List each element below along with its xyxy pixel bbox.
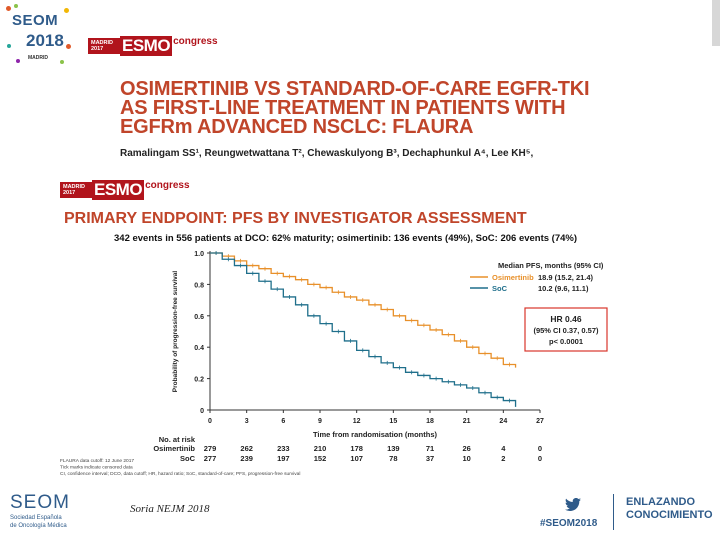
x-tick-label: 6: [281, 418, 285, 425]
risk-cell: 71: [426, 444, 434, 453]
risk-cell: 139: [387, 444, 400, 453]
footnote: Tick marks indicate censored data: [60, 465, 133, 471]
legend-header: Median PFS, months (95% CI): [498, 261, 604, 270]
twitter-icon: [565, 497, 581, 516]
esmo-badge-chart: MADRID 2017 ESMO congress: [60, 180, 190, 200]
y-tick-label: 0: [200, 408, 204, 415]
risk-cell: 2: [501, 454, 505, 463]
risk-cell: 26: [462, 444, 470, 453]
x-tick-label: 0: [208, 418, 212, 425]
esmo-box-line2: 2017: [91, 46, 104, 52]
chart-curves: [210, 251, 517, 407]
km-chart: 0 0.2 0.4 0.6 0.8 1.0 0 3 6 9 12 15 18 21 24 27 Time fro…: [60, 251, 608, 477]
side-scroll-bar: [712, 0, 720, 46]
risk-cell: 279: [204, 444, 217, 453]
risk-cell: 0: [538, 454, 542, 463]
x-tick-label: 15: [389, 418, 397, 425]
slide-title: OSIMERTINIB VS STANDARD-OF-CARE EGFR-TKI…: [120, 78, 590, 138]
risk-cell: 37: [426, 454, 434, 463]
esmo-congress: congress: [173, 36, 218, 47]
esmo-box: MADRID 2017: [88, 38, 120, 54]
risk-cell: 78: [389, 454, 397, 463]
x-tick-label: 27: [536, 418, 544, 425]
y-tick-label: 0.4: [194, 345, 204, 352]
risk-cell: 262: [240, 444, 253, 453]
legend-median-osimertinib: 18.9 (15.2, 21.4): [538, 273, 594, 282]
hashtag: #SEOM2018: [540, 518, 598, 529]
footer-divider: [613, 494, 614, 530]
legend-label-soc: SoC: [492, 284, 508, 293]
esmo-box-line2: 2017: [63, 190, 76, 196]
risk-cell: 197: [277, 454, 290, 463]
esmo-badge-top: MADRID 2017 ESMO congress: [88, 36, 218, 56]
y-tick-label: 0.2: [194, 377, 204, 384]
x-axis-label: Time from randomisation (months): [313, 430, 438, 439]
chart-axes: 0 0.2 0.4 0.6 0.8 1.0 0 3 6 9 12 15 18 21 24 27 Time fro…: [172, 251, 544, 439]
risk-row-label: SoC: [180, 454, 196, 463]
authors-line: Ramalingam SS¹, Reungwetwattana T², Chew…: [120, 148, 534, 159]
chart-legend: Median PFS, months (95% CI) Osimertinib 18…: [470, 261, 608, 352]
risk-cell: 10: [462, 454, 470, 463]
x-tick-label: 12: [353, 418, 361, 425]
enlazando-line1: ENLAZANDO: [626, 496, 696, 508]
risk-cell: 233: [277, 444, 290, 453]
risk-cell: 277: [204, 454, 217, 463]
risk-cell: 210: [314, 444, 327, 453]
legend-label-osimertinib: Osimertinib: [492, 273, 534, 282]
hazard-ratio-line3: p< 0.0001: [549, 337, 583, 346]
y-tick-label: 1.0: [194, 251, 204, 258]
x-tick-label: 21: [463, 418, 471, 425]
legend-median-soc: 10.2 (9.6, 11.1): [538, 284, 589, 293]
esmo-box-line1: MADRID: [91, 40, 113, 46]
hazard-ratio-line2: (95% CI 0.37, 0.57): [533, 326, 599, 335]
footnote: FLAURA data cutoff: 12 June 2017: [60, 458, 134, 464]
esmo-box: MADRID 2017: [60, 182, 92, 198]
enlazando-logo: ENLAZANDO CONOCIMIENTO: [626, 496, 713, 522]
slide-title-line1: OSIMERTINIB VS STANDARD-OF-CARE EGFR-TKI: [120, 78, 590, 100]
hazard-ratio-box: [524, 307, 608, 352]
x-tick-label: 3: [245, 418, 249, 425]
x-tick-label: 9: [318, 418, 322, 425]
seom-bottom-logo: SEOM Sociedad Española de Oncología Médi…: [10, 492, 70, 530]
hazard-ratio-line1: HR 0.46: [550, 314, 581, 324]
footnote: CI, confidence interval; DCO, data cutof…: [60, 471, 300, 477]
risk-cell: 152: [314, 454, 327, 463]
chart-title: PRIMARY ENDPOINT: PFS BY INVESTIGATOR AS…: [64, 210, 527, 227]
x-tick-label: 18: [426, 418, 434, 425]
enlazando-line2: CONOCIMIENTO: [626, 509, 713, 521]
citation: Soria NEJM 2018: [130, 503, 210, 515]
esmo-word: ESMO: [92, 180, 145, 200]
slide-title-line2: AS FIRST-LINE TREATMENT IN PATIENTS WITH: [120, 97, 566, 119]
x-tick-label: 24: [499, 418, 507, 425]
y-axis-label: Probability of progression-free survival: [172, 271, 179, 393]
chart-subtitle: 342 events in 556 patients at DCO: 62% m…: [114, 233, 578, 244]
slide-title-line3: EGFRm ADVANCED NSCLC: FLAURA: [120, 116, 474, 138]
risk-cell: 239: [240, 454, 253, 463]
risk-header: No. at risk: [159, 435, 196, 444]
seom-bottom-sub2: de Oncología Médica: [10, 523, 67, 529]
curve-soc: [210, 252, 517, 407]
seom-logo-word: SEOM: [12, 12, 59, 29]
risk-cell: 4: [501, 444, 506, 453]
seom-logo-city: MADRID: [28, 55, 48, 61]
seom-bottom-word: SEOM: [10, 492, 70, 513]
esmo-congress: congress: [145, 180, 190, 191]
seom-2018-logo: SEOM 2018 MADRID: [4, 4, 74, 66]
risk-row-label: Osimertinib: [153, 444, 195, 453]
risk-cell: 0: [538, 444, 542, 453]
esmo-word: ESMO: [120, 36, 173, 56]
esmo-box-line1: MADRID: [63, 184, 85, 190]
y-tick-label: 0.8: [194, 282, 204, 289]
y-tick-label: 0.6: [194, 314, 204, 321]
risk-cell: 107: [350, 454, 363, 463]
seom-bottom-sub1: Sociedad Española: [10, 515, 62, 521]
risk-cell: 178: [350, 444, 363, 453]
seom-logo-year: 2018: [26, 31, 64, 50]
curve-osimertinib: [210, 252, 517, 368]
